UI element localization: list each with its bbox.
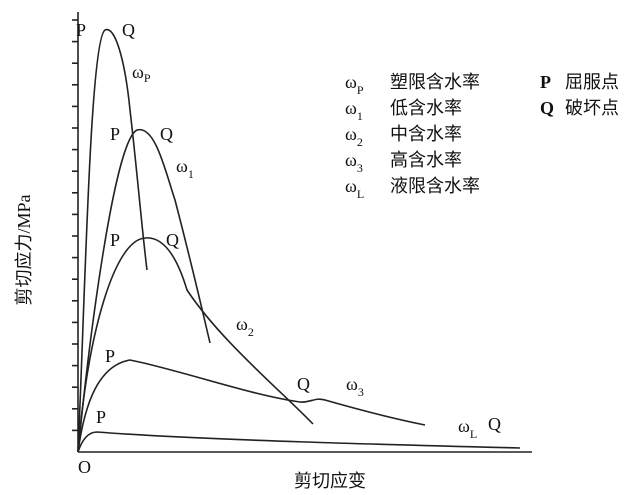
- symbol: ω: [345, 72, 357, 92]
- legend-entry: ωP: [345, 72, 364, 97]
- y-ticks: [72, 19, 78, 432]
- symbol: ω: [176, 156, 188, 176]
- symbol: ω: [346, 374, 358, 394]
- legend-text: 屈服点: [565, 72, 619, 92]
- legend-symbol: Q: [540, 98, 554, 118]
- curve-w3: [77, 359, 426, 453]
- q-label: Q: [166, 230, 179, 250]
- symbol: ω: [345, 124, 357, 144]
- origin-label: O: [78, 457, 91, 477]
- curve-label: ω2: [236, 314, 254, 339]
- subscript: 2: [248, 325, 254, 339]
- q-label: Q: [488, 414, 501, 434]
- curve-label: ω3: [346, 374, 364, 399]
- curve-wp: [77, 28, 148, 453]
- symbol: ω: [345, 98, 357, 118]
- x-axis-label: 剪切应变: [294, 471, 366, 491]
- subscript: P: [357, 83, 364, 97]
- curve-label: ω1: [176, 156, 194, 181]
- q-label: Q: [160, 124, 173, 144]
- q-label: Q: [297, 374, 310, 394]
- legend-symbol: P: [540, 72, 551, 92]
- curve-wl: [77, 431, 521, 453]
- p-label: P: [110, 230, 120, 250]
- subscript: L: [357, 187, 364, 201]
- p-label: P: [76, 20, 86, 40]
- subscript: 1: [357, 109, 363, 123]
- symbol: ω: [458, 416, 470, 436]
- legend-entry: ωL: [345, 176, 364, 201]
- legend-text: 高含水率: [390, 150, 462, 170]
- subscript: 3: [358, 385, 364, 399]
- q-label: Q: [122, 20, 135, 40]
- subscript: L: [470, 427, 477, 441]
- symbol: ω: [345, 150, 357, 170]
- subscript: 1: [188, 167, 194, 181]
- legend-entry: ω1: [345, 98, 363, 123]
- legend-text: 塑限含水率: [390, 72, 480, 92]
- legend-text: 破坏点: [565, 98, 619, 118]
- symbol: ω: [236, 314, 248, 334]
- legend-entry: ω2: [345, 124, 363, 149]
- legend-text: 液限含水率: [390, 176, 480, 196]
- subscript: 2: [357, 135, 363, 149]
- curve-label: ωP: [132, 62, 151, 85]
- legend-text: 中含水率: [390, 124, 462, 144]
- p-label: P: [105, 346, 115, 366]
- subscript: P: [144, 71, 151, 85]
- symbol: ω: [132, 62, 144, 82]
- symbol: ω: [345, 176, 357, 196]
- p-label: P: [96, 407, 106, 427]
- legend-text: 低含水率: [390, 98, 462, 118]
- legend-entry: ω3: [345, 150, 363, 175]
- y-axis-label: 剪切应力/MPa: [14, 194, 34, 305]
- curve-label: ωL: [458, 416, 477, 441]
- curve-w2: [77, 237, 314, 453]
- p-label: P: [110, 124, 120, 144]
- subscript: 3: [357, 161, 363, 175]
- curve-w1: [77, 129, 211, 453]
